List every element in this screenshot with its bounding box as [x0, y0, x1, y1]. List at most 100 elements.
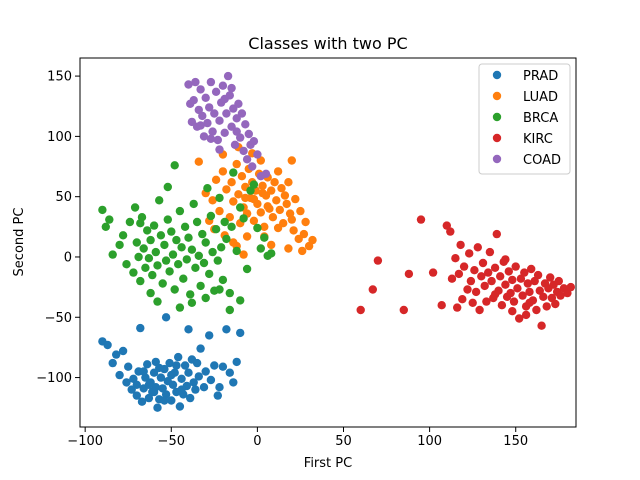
data-point [186, 393, 195, 403]
data-point [227, 83, 236, 93]
data-point [518, 291, 527, 300]
data-point [186, 290, 195, 299]
data-point [156, 231, 166, 240]
data-point [151, 247, 160, 257]
data-point [222, 185, 231, 194]
data-point [249, 194, 259, 204]
data-point [191, 77, 200, 87]
data-point [225, 368, 234, 377]
data-point [298, 246, 307, 256]
data-point [437, 301, 446, 310]
data-point [163, 182, 172, 192]
data-point [490, 290, 500, 299]
data-point [537, 321, 546, 330]
data-point [232, 357, 241, 367]
series-luad [194, 143, 317, 259]
data-point [368, 285, 377, 294]
data-point [521, 310, 531, 320]
data-point [149, 387, 159, 397]
data-point [144, 254, 154, 263]
data-point [267, 249, 276, 258]
data-point [299, 229, 309, 239]
data-point [184, 233, 193, 242]
data-point [196, 85, 205, 94]
data-point [301, 217, 310, 227]
data-point [206, 134, 216, 143]
data-point [508, 307, 517, 316]
data-point [153, 403, 162, 412]
data-point [492, 229, 501, 239]
data-point [470, 266, 479, 275]
data-point [194, 372, 203, 381]
data-point [267, 240, 276, 250]
data-point [282, 199, 291, 209]
data-point [258, 181, 267, 190]
points-layer [98, 71, 575, 412]
data-point [101, 222, 111, 231]
data-point [153, 261, 162, 270]
data-point [194, 251, 203, 260]
data-point [134, 252, 143, 262]
data-point [211, 225, 221, 234]
data-point [241, 120, 250, 129]
data-point [239, 214, 248, 223]
data-point [143, 226, 152, 235]
data-point [208, 127, 217, 136]
x-tick-label: −100 [67, 434, 103, 449]
data-point [399, 305, 408, 315]
data-point [473, 243, 482, 252]
data-point [249, 180, 259, 189]
data-point [468, 298, 477, 307]
data-point [232, 246, 241, 256]
data-point [98, 205, 107, 215]
legend-label-brca: BRCA [523, 111, 558, 126]
data-point [149, 221, 159, 230]
data-point [211, 87, 221, 97]
data-point [217, 243, 226, 252]
data-point [501, 280, 510, 289]
data-point [249, 137, 259, 146]
data-point [242, 232, 252, 241]
data-point [539, 292, 548, 301]
data-point [218, 81, 228, 90]
x-tick-label: 100 [417, 434, 442, 449]
data-point [201, 367, 210, 376]
data-point [525, 298, 534, 307]
data-point [291, 194, 300, 204]
data-point [236, 296, 245, 305]
data-point [222, 109, 231, 118]
data-point [213, 135, 222, 145]
data-point [124, 362, 133, 371]
data-point [232, 159, 241, 169]
data-point [174, 260, 183, 269]
data-point [199, 383, 209, 392]
data-point [177, 243, 186, 252]
data-point [253, 223, 262, 233]
data-point [222, 325, 231, 334]
data-point [308, 235, 317, 245]
data-point [373, 256, 383, 265]
legend-label-luad: LUAD [523, 90, 558, 105]
data-point [287, 215, 296, 224]
data-point [236, 328, 245, 338]
data-point [118, 346, 128, 356]
data-point [229, 168, 238, 177]
data-point [172, 361, 181, 370]
x-axis-label: First PC [304, 456, 352, 471]
data-point [496, 272, 505, 281]
data-point [132, 380, 141, 389]
data-point [480, 281, 489, 291]
data-point [253, 150, 262, 159]
data-point [115, 240, 124, 250]
data-point [220, 217, 229, 227]
data-point [466, 276, 476, 286]
data-point [139, 244, 148, 253]
data-point [175, 206, 185, 216]
data-point [118, 231, 128, 240]
data-point [428, 268, 438, 277]
data-point [256, 208, 265, 217]
y-axis-label: Second PC [12, 208, 27, 277]
data-point [213, 391, 222, 400]
data-point [229, 197, 238, 206]
data-point [137, 397, 147, 406]
